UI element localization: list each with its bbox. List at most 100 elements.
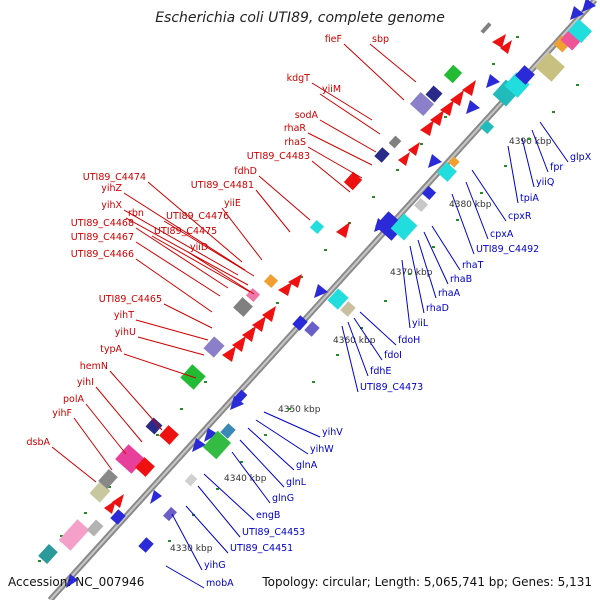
forward-gene-leader-line [307, 146, 363, 179]
reverse-gene-label: glpX [570, 152, 592, 163]
forward-gene-label: yihX [101, 200, 122, 211]
reverse-gene-leader-line [465, 181, 489, 240]
reverse-gene-label: yiiL [412, 318, 429, 329]
forward-gene-label: yiiM [322, 84, 341, 95]
forward-gene-label: rhaR [284, 123, 307, 134]
reverse-gene-label: cpxR [508, 211, 532, 222]
reverse-gene-leader-line [255, 419, 309, 455]
reverse-gene-label: glnG [272, 493, 294, 504]
forward-gene-leader-line [123, 353, 197, 379]
reverse-gene-label: rhaB [450, 274, 472, 285]
reverse-gene-label: UTI89_C4453 [242, 527, 305, 538]
scale-tick-label: 4380 kbp [449, 200, 492, 210]
reverse-gene-leader-line [401, 259, 411, 329]
reverse-gene-label: yiiQ [536, 177, 554, 188]
scale-tick-label: 4350 kbp [278, 405, 321, 415]
forward-gene-leader-line [311, 160, 351, 193]
scale-tick-label: 4330 kbp [170, 544, 213, 554]
forward-gene-leader-line [163, 303, 213, 329]
reverse-gene-leader-line [423, 231, 449, 285]
reverse-gene-label: fdoH [398, 335, 420, 346]
forward-gene-leader-line [137, 336, 205, 356]
reverse-gene-label: tpiA [520, 193, 539, 204]
forward-gene-leader-line [125, 217, 249, 286]
reverse-gene-label: glnA [296, 460, 318, 471]
forward-gene-leader-line [135, 227, 229, 289]
map-title: Escherichia coli UTI89, complete genome [155, 10, 445, 26]
forward-gene-label: dsbA [26, 437, 50, 448]
forward-gene-leader-line [311, 82, 373, 121]
reverse-gene-leader-line [203, 473, 255, 521]
forward-gene-label: typA [100, 344, 122, 355]
scale-tick-label: 4360 kbp [333, 336, 376, 346]
reverse-gene-leader-line [471, 169, 507, 222]
forward-gene-leader-line [343, 43, 405, 101]
reverse-gene-label: rhaD [426, 303, 449, 314]
forward-gene-label: UTI89_C4466 [71, 249, 134, 260]
reverse-gene-leader-line [165, 565, 205, 589]
forward-gene-label: sodA [295, 110, 319, 121]
forward-gene-leader-line [258, 175, 311, 221]
reverse-gene-label: fpr [550, 162, 563, 173]
reverse-gene-label: fdoI [384, 350, 402, 361]
reverse-gene-label: mobA [206, 578, 234, 589]
reverse-gene-label: fdhE [370, 366, 391, 377]
reverse-gene-leader-line [451, 193, 475, 255]
forward-gene-leader-line [319, 119, 377, 153]
forward-gene-leader-line [187, 251, 255, 295]
reverse-gene-leader-line [185, 505, 229, 554]
forward-gene-label: yihZ [101, 183, 122, 194]
forward-gene-label: yihT [114, 310, 134, 321]
reverse-gene-leader-line [521, 137, 535, 188]
reverse-gene-leader-line [231, 451, 271, 504]
forward-gene-leader-line [123, 192, 246, 271]
reverse-gene-label: UTI89_C4492 [476, 244, 539, 255]
reverse-gene-leader-line [347, 321, 369, 377]
scale-tick-label: 4340 kbp [224, 474, 267, 484]
reverse-gene-label: engB [256, 510, 280, 521]
reverse-gene-label: UTI89_C4451 [230, 543, 293, 554]
reverse-gene-leader-line [417, 239, 437, 299]
reverse-gene-label: glnL [286, 477, 307, 488]
forward-gene-label: UTI89_C4474 [83, 172, 146, 183]
scale-tick-label: 4390 kbp [509, 137, 552, 147]
forward-gene-label: yiiE [224, 198, 241, 209]
reverse-gene-leader-line [353, 317, 383, 361]
forward-gene-label: fieF [325, 34, 342, 45]
reverse-gene-leader-line [341, 325, 359, 393]
forward-gene-leader-line [85, 403, 127, 455]
reverse-gene-label: rhaT [462, 260, 484, 271]
forward-gene-labels: fieF sbp kdgT yiiM sodA rhaR rhaS UTI89_C4483fd… [26, 34, 417, 483]
reverse-gene-leader-line [531, 129, 549, 173]
forward-gene-leader-line [109, 370, 163, 431]
forward-gene-leader-line [319, 93, 381, 135]
forward-gene-leader-line [135, 258, 213, 313]
forward-gene-label: yiiD [190, 242, 208, 253]
forward-gene-label: yihI [77, 377, 94, 388]
forward-features [38, 22, 512, 564]
reverse-gene-leader-line [539, 121, 569, 163]
forward-gene-leader-line [95, 386, 143, 443]
forward-gene-label: rhaS [284, 137, 306, 148]
forward-gene-label: hemN [80, 361, 108, 372]
forward-gene-label: UTI89_C4465 [99, 294, 162, 305]
reverse-features [66, 0, 596, 588]
forward-gene-leader-line [135, 319, 209, 341]
forward-gene-label: polA [63, 394, 84, 405]
forward-gene-leader-line [163, 220, 255, 277]
forward-gene-leader-line [151, 235, 251, 293]
reverse-gene-label: rhaA [438, 288, 461, 299]
forward-gene-label: UTI89_C4476 [166, 211, 229, 222]
reverse-gene-label: yihW [310, 444, 334, 455]
forward-gene-leader-line [369, 43, 417, 83]
forward-gene-leader-line [221, 207, 263, 261]
forward-gene-label: yihF [52, 408, 72, 419]
forward-gene-label: UTI89_C4467 [71, 232, 134, 243]
accession-label: Accession: NC_007946 [8, 575, 145, 589]
reverse-gene-leader-line [197, 485, 241, 538]
forward-gene-label: UTI89_C4481 [191, 180, 254, 191]
forward-gene-leader-line [135, 241, 221, 297]
forward-gene-label: UTI89_C4483 [247, 151, 310, 162]
reverse-gene-leader-line [507, 145, 519, 204]
reverse-gene-label: UTI89_C4473 [360, 382, 423, 393]
